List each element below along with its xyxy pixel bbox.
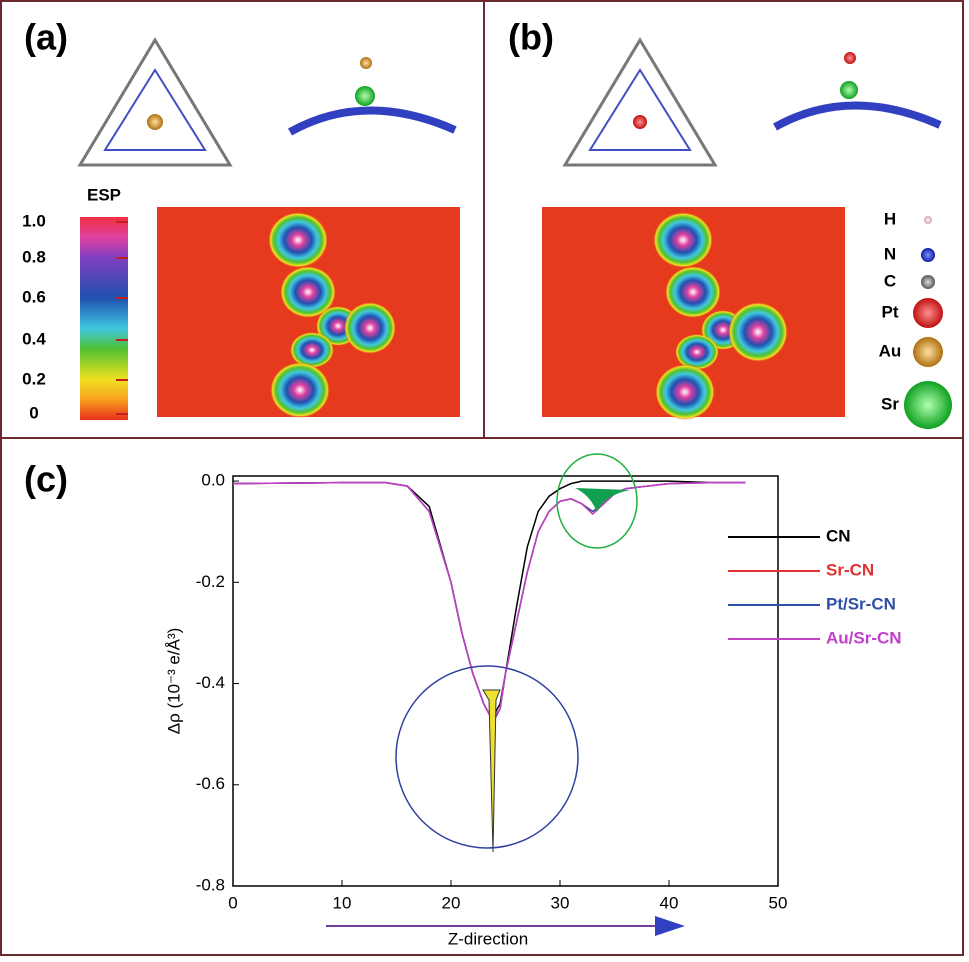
x-tick-label: 10 bbox=[333, 893, 352, 912]
x-tick-label: 40 bbox=[660, 893, 679, 912]
molecule-side-b bbox=[773, 52, 942, 131]
molecule-side-a bbox=[288, 57, 457, 136]
atom-label: N bbox=[884, 244, 896, 263]
atom-label: H bbox=[884, 209, 896, 228]
atom-label: Pt bbox=[882, 302, 899, 321]
atom-label: Au bbox=[879, 341, 902, 360]
legend-label: Au/Sr-CN bbox=[826, 628, 902, 647]
molecule-top-b bbox=[562, 37, 718, 167]
panel-label: (b) bbox=[508, 17, 554, 58]
atom-icon bbox=[904, 381, 952, 429]
panel-label: (a) bbox=[24, 17, 68, 58]
x-axis-label: Z-direction bbox=[448, 929, 528, 948]
x-tick-label: 50 bbox=[769, 893, 788, 912]
legend-label: Pt/Sr-CN bbox=[826, 594, 896, 613]
x-tick-label: 0 bbox=[228, 893, 237, 912]
colorbar bbox=[80, 217, 128, 420]
colorbar-tick-label: 1.0 bbox=[22, 211, 46, 230]
y-tick-label: -0.8 bbox=[196, 875, 225, 894]
atom-label: Sr bbox=[881, 394, 899, 413]
annotation-circle bbox=[395, 665, 579, 849]
y-axis-label: Δρ (10⁻³ e/Å³) bbox=[164, 628, 183, 735]
molecule-top-a bbox=[77, 37, 233, 167]
colorbar-tick-label: 0.6 bbox=[22, 287, 46, 306]
atom-icon bbox=[913, 298, 943, 328]
atom-icon bbox=[924, 216, 932, 224]
colorbar-tick-label: 0.2 bbox=[22, 369, 46, 388]
x-tick-label: 30 bbox=[551, 893, 570, 912]
colorbar-title: ESP bbox=[87, 185, 121, 204]
legend-label: CN bbox=[826, 526, 851, 545]
y-tick-label: 0.0 bbox=[201, 471, 225, 490]
atom-icon bbox=[921, 248, 935, 262]
series-line bbox=[232, 481, 746, 718]
atom-icon bbox=[913, 337, 943, 367]
plot-frame bbox=[232, 475, 779, 887]
annotation-circle bbox=[556, 453, 638, 549]
colorbar-tick-label: 0 bbox=[29, 403, 38, 422]
panel-label: (c) bbox=[24, 459, 68, 500]
esp-map-b bbox=[542, 207, 845, 420]
series-line bbox=[232, 481, 746, 721]
esp-map-a bbox=[157, 207, 460, 418]
direction-arrow bbox=[655, 916, 685, 936]
colorbar-tick-label: 0.8 bbox=[22, 247, 46, 266]
highlight-area bbox=[482, 689, 501, 853]
colorbar-tick-label: 0.4 bbox=[22, 329, 46, 348]
highlight-area bbox=[575, 488, 630, 512]
y-tick-label: -0.6 bbox=[196, 774, 225, 793]
series-line bbox=[232, 481, 746, 721]
y-tick-label: -0.2 bbox=[196, 572, 225, 591]
series-line bbox=[232, 480, 746, 715]
atom-label: C bbox=[884, 271, 896, 290]
x-tick-label: 20 bbox=[442, 893, 461, 912]
y-tick-label: -0.4 bbox=[196, 673, 225, 692]
atom-icon bbox=[921, 275, 935, 289]
legend-label: Sr-CN bbox=[826, 560, 874, 579]
